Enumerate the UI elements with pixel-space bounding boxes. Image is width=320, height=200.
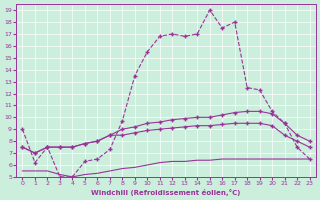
X-axis label: Windchill (Refroidissement éolien,°C): Windchill (Refroidissement éolien,°C) [91,189,241,196]
